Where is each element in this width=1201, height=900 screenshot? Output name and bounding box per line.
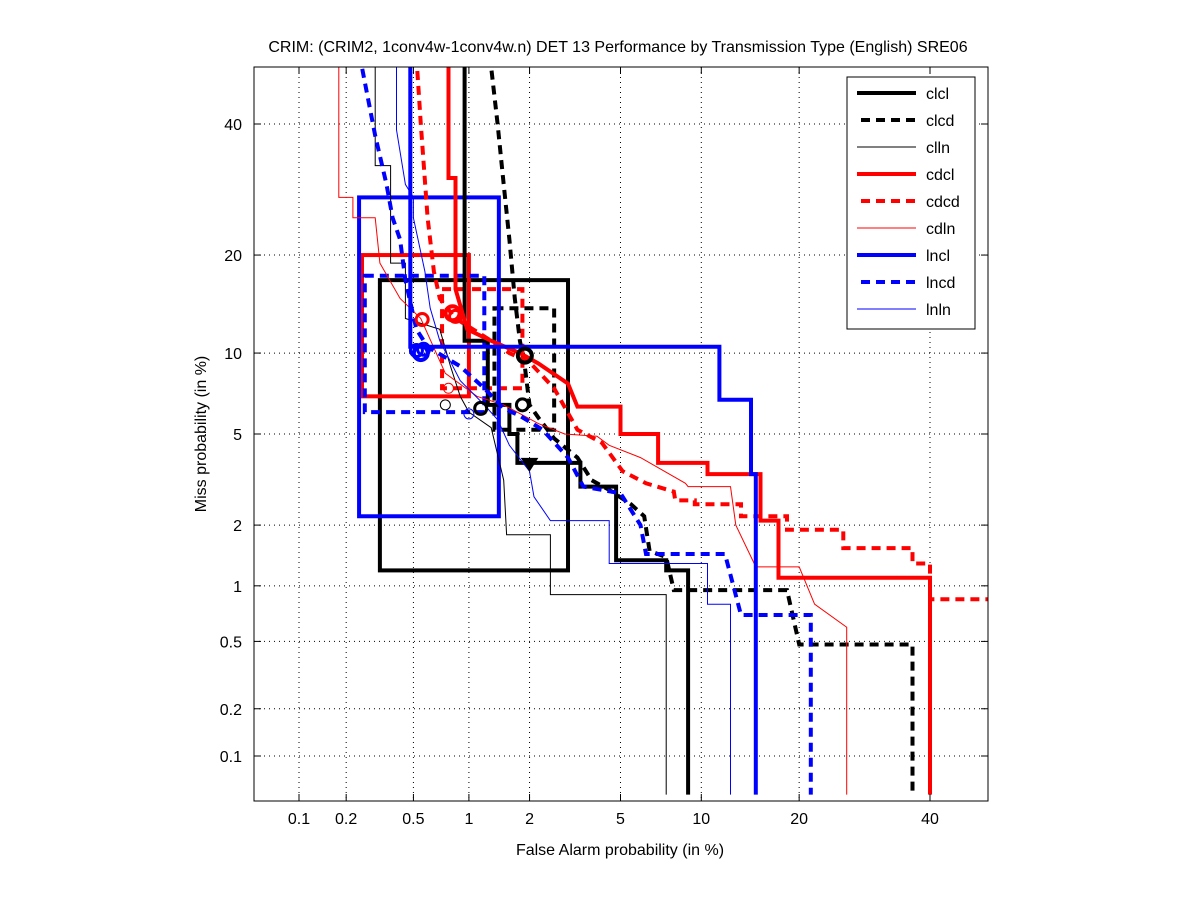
y-tick-label: 1 [233,579,242,596]
actual-dcf-marker-cdcd [447,308,463,324]
confidence-box-cdcl [359,253,471,399]
x-axis-label: False Alarm probability (in %) [516,842,724,859]
actual-dcf-marker-cdcl [414,312,430,328]
confidence-boxes [357,195,571,573]
x-tick-label: 0.2 [335,811,357,828]
confidence-box-clcl [377,278,571,573]
actual-dcf-marker-lnln [463,408,475,420]
curve-cdcd [415,67,988,602]
chart-title: CRIM: (CRIM2, 1conv4w-1conv4w.n) DET 13 … [268,39,967,56]
curve-clln [374,67,667,795]
confidence-box-clcd [492,306,557,432]
curve-cdcl [446,67,932,795]
actual-dcf-marker-clcl [473,400,489,416]
legend: clcl clcd clln cdcl cdcd cdln lncl lncd lnln [846,76,976,330]
legend-label-lncl: lncl [926,248,950,265]
min-dcf-marker-clcd [515,346,534,365]
curve-clcd [489,67,915,795]
x-axis-ticks: 0.1 0.2 0.5 1 2 5 10 20 40 [288,67,939,828]
curve-lncd [359,67,813,795]
legend-label-clcl: clcl [926,86,949,103]
curve-lncl [408,67,758,795]
legend-label-lncd: lncd [926,275,955,292]
operating-point-markers [408,304,539,472]
actual-dcf-marker-lncd [416,341,432,357]
legend-label-cdln: cdln [926,221,955,238]
x-tick-label: 2 [525,811,534,828]
confidence-box-lncd [362,273,487,415]
det-curves [338,67,988,795]
y-tick-label: 0.2 [220,702,242,719]
x-tick-label: 5 [616,811,625,828]
y-tick-label: 10 [224,346,242,363]
curve-lnln [396,67,731,795]
y-tick-label: 20 [224,248,242,265]
y-tick-label: 0.1 [220,749,242,766]
legend-label-cdcl: cdcl [926,167,954,184]
y-tick-label: 2 [233,518,242,535]
actual-dcf-marker-clln [439,399,451,411]
legend-label-clcd: clcd [926,113,954,130]
y-tick-label: 0.5 [220,634,242,651]
actual-dcf-marker-clcd [514,397,530,413]
x-tick-label: 10 [692,811,710,828]
y-tick-label: 5 [233,427,242,444]
x-tick-label: 1 [464,811,473,828]
min-dcf-marker-clcl [520,457,539,472]
y-axis-ticks: 0.1 0.2 0.5 1 2 5 10 20 40 [220,117,988,766]
x-tick-label: 0.1 [288,811,310,828]
actual-dcf-marker-cdln [442,382,454,394]
x-tick-label: 0.5 [402,811,424,828]
y-tick-label: 40 [224,117,242,134]
confidence-box-lncl [357,195,501,519]
legend-label-cdcd: cdcd [926,194,960,211]
x-tick-label: 20 [790,811,808,828]
legend-label-clln: clln [926,140,950,157]
legend-label-lnln: lnln [926,302,951,319]
y-axis-label: Miss probability (in %) [193,356,210,512]
x-tick-label: 40 [921,811,939,828]
